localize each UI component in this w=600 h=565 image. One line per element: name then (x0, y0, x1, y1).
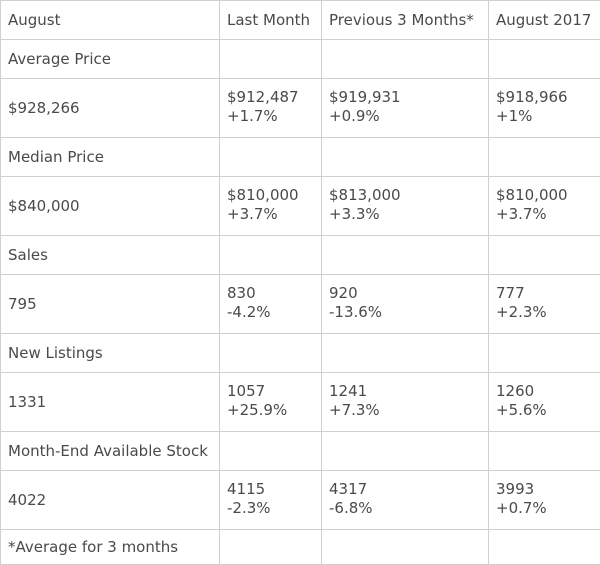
comparison-change: +2.3% (496, 303, 593, 322)
comparison-change: +1.7% (227, 107, 314, 126)
comparison-value: 1260 (496, 382, 593, 401)
section-label-row: Average Price (1, 40, 600, 79)
header-cell-august-2017: August 2017 (489, 1, 600, 40)
comparison-cell: 1241 +7.3% (322, 373, 489, 432)
section-value-row: $840,000 $810,000 +3.7% $813,000 +3.3% $… (1, 177, 600, 236)
current-value: 4022 (1, 471, 220, 530)
section-label-row: Sales (1, 236, 600, 275)
comparison-change: -2.3% (227, 499, 314, 518)
comparison-change: -13.6% (329, 303, 481, 322)
comparison-change: +7.3% (329, 401, 481, 420)
comparison-value: 920 (329, 284, 481, 303)
header-cell-previous-3-months: Previous 3 Months* (322, 1, 489, 40)
section-label-row: Month-End Available Stock (1, 432, 600, 471)
section-label: Average Price (1, 40, 220, 79)
section-label-row: New Listings (1, 334, 600, 373)
section-label: New Listings (1, 334, 220, 373)
comparison-value: 3993 (496, 480, 593, 499)
comparison-value: 4115 (227, 480, 314, 499)
comparison-value: $918,966 (496, 88, 593, 107)
comparison-value: 830 (227, 284, 314, 303)
comparison-change: -4.2% (227, 303, 314, 322)
section-value-row: 1331 1057 +25.9% 1241 +7.3% 1260 +5.6% (1, 373, 600, 432)
comparison-change: +1% (496, 107, 593, 126)
comparison-change: +5.6% (496, 401, 593, 420)
comparison-value: $810,000 (496, 186, 593, 205)
comparison-change: +3.3% (329, 205, 481, 224)
comparison-change: +0.9% (329, 107, 481, 126)
comparison-value: 1241 (329, 382, 481, 401)
header-cell-august: August (1, 1, 220, 40)
comparison-cell: $810,000 +3.7% (220, 177, 322, 236)
section-value-row: 4022 4115 -2.3% 4317 -6.8% 3993 +0.7% (1, 471, 600, 530)
comparison-cell: 777 +2.3% (489, 275, 600, 334)
comparison-value: $919,931 (329, 88, 481, 107)
comparison-change: +3.7% (496, 205, 593, 224)
comparison-change: +3.7% (227, 205, 314, 224)
footnote-row: *Average for 3 months (1, 530, 600, 565)
current-value: $928,266 (1, 79, 220, 138)
comparison-cell: $918,966 +1% (489, 79, 600, 138)
comparison-change: +25.9% (227, 401, 314, 420)
section-label: Sales (1, 236, 220, 275)
comparison-value: 777 (496, 284, 593, 303)
comparison-value: 1057 (227, 382, 314, 401)
comparison-cell: 3993 +0.7% (489, 471, 600, 530)
comparison-value: $813,000 (329, 186, 481, 205)
comparison-cell: 830 -4.2% (220, 275, 322, 334)
comparison-cell: $912,487 +1.7% (220, 79, 322, 138)
comparison-cell: 1057 +25.9% (220, 373, 322, 432)
comparison-value: $912,487 (227, 88, 314, 107)
current-value: 795 (1, 275, 220, 334)
header-row: August Last Month Previous 3 Months* Aug… (1, 1, 600, 40)
comparison-cell: $813,000 +3.3% (322, 177, 489, 236)
current-value: $840,000 (1, 177, 220, 236)
comparison-change: +0.7% (496, 499, 593, 518)
comparison-value: 4317 (329, 480, 481, 499)
footnote: *Average for 3 months (1, 530, 220, 565)
comparison-cell: 4115 -2.3% (220, 471, 322, 530)
comparison-cell: 1260 +5.6% (489, 373, 600, 432)
comparison-change: -6.8% (329, 499, 481, 518)
comparison-cell: 920 -13.6% (322, 275, 489, 334)
comparison-cell: 4317 -6.8% (322, 471, 489, 530)
comparison-value: $810,000 (227, 186, 314, 205)
header-cell-last-month: Last Month (220, 1, 322, 40)
section-label-row: Median Price (1, 138, 600, 177)
comparison-cell: $810,000 +3.7% (489, 177, 600, 236)
section-label: Month-End Available Stock (1, 432, 220, 471)
section-value-row: $928,266 $912,487 +1.7% $919,931 +0.9% $… (1, 79, 600, 138)
current-value: 1331 (1, 373, 220, 432)
section-value-row: 795 830 -4.2% 920 -13.6% 777 +2.3% (1, 275, 600, 334)
section-label: Median Price (1, 138, 220, 177)
comparison-cell: $919,931 +0.9% (322, 79, 489, 138)
